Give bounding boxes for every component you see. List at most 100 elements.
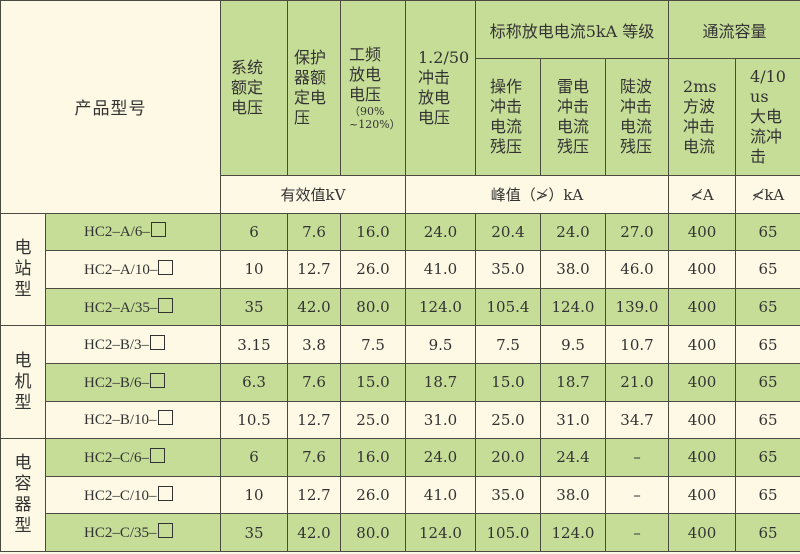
value-cell: 400 [668, 250, 737, 289]
value-cell: 10.5 [220, 400, 288, 440]
value-cell: 9.5 [405, 325, 476, 364]
value-cell: 65 [735, 400, 800, 440]
unit-peak: 峰值（≯）kA [404, 175, 670, 214]
model-text: HC2–A/35– [84, 299, 158, 316]
table-row: HC2–C/10– 10 12.7 26.0 41.0 35.0 38.0–400 65 [1, 475, 800, 515]
model-cell: HC2–B/6– [45, 362, 221, 402]
header-rated-protector-voltage: 保护器额定电压 [287, 0, 341, 177]
value-cell: 25.0 [475, 400, 541, 440]
model-text: HC2–C/35– [84, 525, 157, 542]
table-row: 电机型 HC2–B/3– 3.15 3.8 7.5 9.5 7.5 9.5 10.7 400 65 [0, 325, 800, 440]
value-cell: 400 [668, 287, 737, 327]
group-label-text: 电容器型 [14, 453, 32, 537]
header-text: 雷电冲击电流残压 [557, 77, 590, 157]
model-cell: HC2–A/10– [45, 250, 221, 289]
value-cell: 105.4 [475, 287, 541, 327]
value-cell: 124.0 [405, 513, 476, 552]
placeholder-box-icon [158, 297, 174, 313]
table-row: HC2–A/10– 10 12.7 26.0 41.0 35.0 38.0 46.0 400 65 [1, 250, 800, 289]
header-rated-system-voltage: 系统额定电压 [220, 0, 288, 177]
value-cell: 35 [220, 513, 288, 552]
model-text: HC2–C/10– [84, 487, 157, 504]
header-range: （90% ~120%） [349, 105, 401, 132]
model-cell: HC2–C/35– [45, 513, 221, 552]
value-cell: 35.0 [475, 250, 541, 289]
value-cell: 16.0 [340, 438, 406, 477]
placeholder-box-icon [150, 372, 166, 388]
value-cell: 20.0 [475, 438, 541, 477]
table-body: 电站型 HC2–A/6– 6 7.6 16.0 24.0 20.4 24.0 27.0 400 65… [0, 212, 800, 552]
header-text: us大电流冲击 [750, 87, 783, 167]
table-row: HC2–A/35– 35 42.0 80.0 124.0 105.4 124.0 139.0 4… [1, 287, 800, 327]
value-cell: 26.0 [340, 475, 406, 515]
value-cell: 38.0 [540, 475, 606, 515]
value-cell: 65 [735, 513, 800, 552]
value-cell: 400 [668, 475, 737, 515]
value-cell: 3.15 [220, 325, 288, 364]
value-cell: 400 [668, 325, 737, 364]
value-cell: 65 [735, 287, 800, 327]
value-cell: 25.0 [340, 400, 406, 440]
value-cell: 124.0 [405, 287, 476, 327]
value-cell: 12.7 [287, 475, 341, 515]
model-cell: HC2–A/35– [45, 287, 221, 327]
model-cell: HC2–C/10– [45, 475, 221, 515]
value-cell: 41.0 [405, 250, 476, 289]
header-text: 方波冲击电流 [683, 97, 716, 157]
value-cell: – [604, 475, 670, 515]
value-cell: 80.0 [340, 287, 406, 327]
value-cell: 6 [220, 212, 288, 252]
header-text: 工频放电电压 [349, 45, 382, 105]
value-cell: 24.0 [405, 438, 476, 477]
group-label-text: 电站型 [14, 237, 32, 300]
header-product-model: 产品型号 [0, 0, 221, 214]
placeholder-box-icon [150, 222, 166, 238]
model-text: HC2–C/6– [84, 449, 150, 466]
placeholder-box-icon [157, 485, 173, 501]
value-cell: 35 [220, 287, 288, 327]
value-cell: 7.5 [475, 325, 541, 364]
unit-square-wave: ≮A [668, 175, 737, 214]
group-label-text: 电机型 [14, 350, 32, 413]
value-cell: 10 [220, 475, 288, 515]
table-row: HC2–B/6– 6.3 7.6 15.0 18.7 15.0 18.7 21.0 400 65 [1, 362, 800, 402]
value-cell: 38.0 [540, 250, 606, 289]
value-cell: 15.0 [475, 362, 541, 402]
value-cell: 21.0 [604, 362, 670, 402]
model-cell: HC2–A/6– [45, 212, 221, 252]
value-cell: 18.7 [540, 362, 606, 402]
placeholder-box-icon [150, 447, 166, 463]
placeholder-box-icon [150, 335, 166, 351]
value-cell: 16.0 [340, 212, 406, 252]
header-text: 4/10 [750, 67, 786, 87]
header-lightning-residual: 雷电冲击电流残压 [540, 58, 606, 177]
value-cell: 7.6 [287, 212, 341, 252]
value-cell: 24.0 [405, 212, 476, 252]
value-cell: 400 [668, 362, 737, 402]
value-cell: 7.6 [287, 438, 341, 477]
header-text: 陡波冲击电流残压 [620, 77, 653, 157]
value-cell: 65 [735, 250, 800, 289]
value-cell: 15.0 [340, 362, 406, 402]
model-cell: HC2–B/3– [45, 325, 221, 364]
value-cell: 65 [735, 438, 800, 477]
value-cell: 65 [735, 475, 800, 515]
group-label: 电站型 [0, 212, 46, 327]
model-text: HC2–B/3– [84, 337, 150, 354]
header-switching-residual: 操作冲击电流残压 [475, 58, 541, 177]
value-cell: 42.0 [287, 513, 341, 552]
header-text: 保护器额定电压 [294, 48, 327, 128]
placeholder-box-icon [158, 259, 174, 275]
value-cell: 31.0 [405, 400, 476, 440]
header-text: 1.2/50 [418, 48, 470, 68]
header-text: 操作冲击电流残压 [490, 77, 523, 157]
value-cell: – [604, 438, 670, 477]
model-text: HC2–B/6– [84, 374, 150, 391]
header-text: 冲击放电电压 [418, 68, 451, 128]
value-cell: 7.5 [340, 325, 406, 364]
header-square-wave: 2ms 方波冲击电流 [668, 58, 737, 177]
value-cell: 139.0 [604, 287, 670, 327]
header-text: 2ms [683, 77, 717, 97]
table-row: 电容器型 HC2–C/6– 6 7.6 16.0 24.0 20.0 24.4–400 65 [0, 438, 800, 552]
model-text: HC2–A/10– [84, 261, 158, 278]
